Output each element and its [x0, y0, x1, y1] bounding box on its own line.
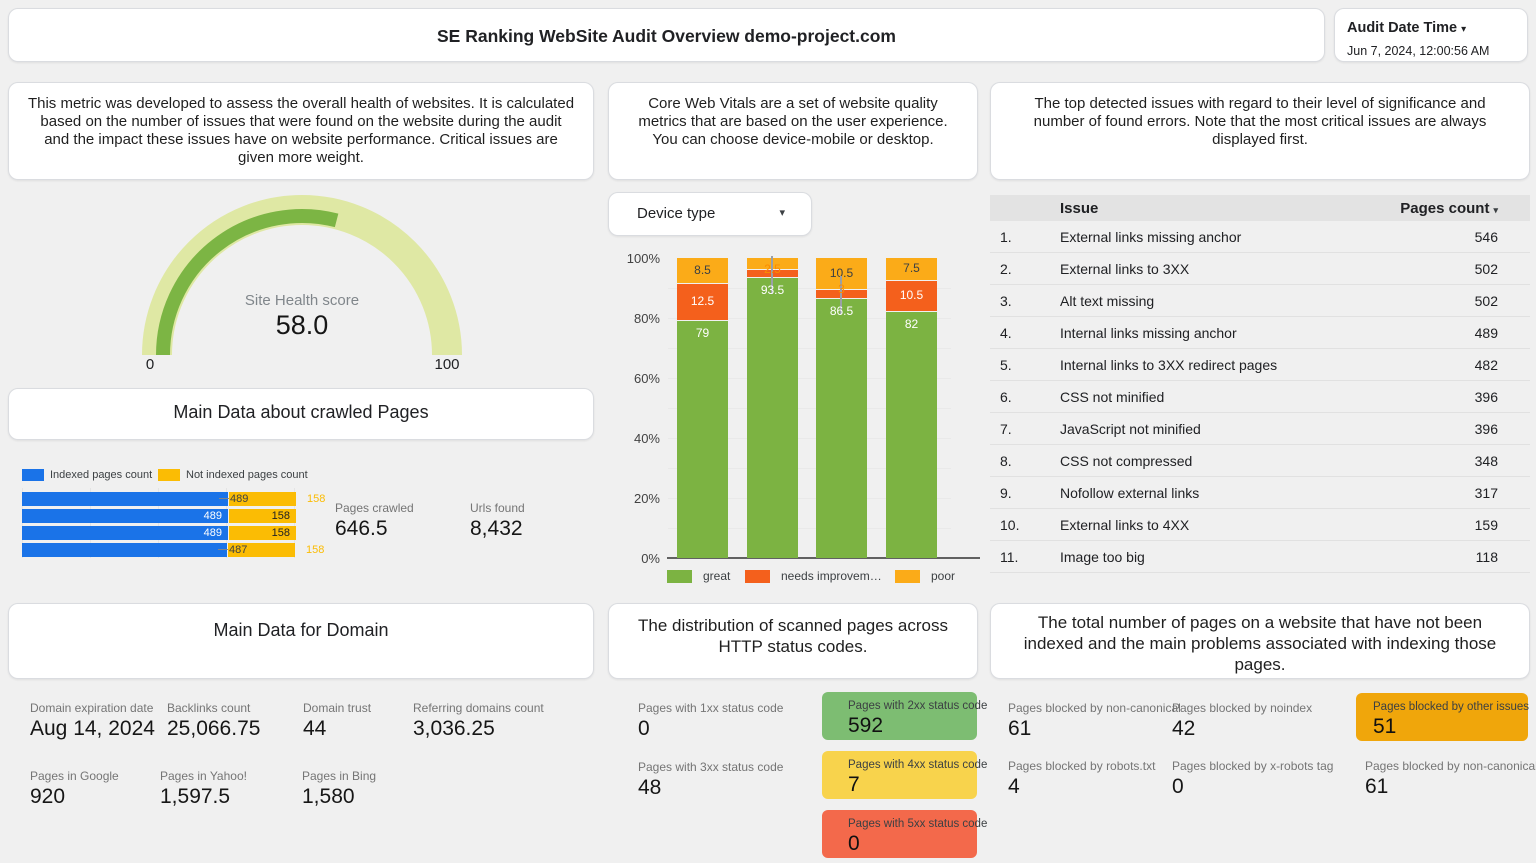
table-row: 4. Internal links missing anchor 489 — [990, 317, 1530, 349]
gauge-value: 58.0 — [275, 310, 329, 340]
sort-desc-icon: ▾ — [1493, 204, 1498, 215]
great-swatch — [667, 569, 692, 583]
chevron-down-icon[interactable]: ▾ — [779, 207, 785, 219]
legend-label: Indexed pages count — [50, 469, 153, 481]
referring-domains-scorecard: Referring domains count 3,036.25 — [413, 701, 544, 740]
top-issues-description-card: The top detected issues with regard to t… — [990, 82, 1530, 180]
legend-item: Indexed pages count — [22, 469, 152, 481]
blocked-other-issues-scorecard: Pages blocked by other issues 51 — [1356, 693, 1529, 741]
indexing-description-card: The total number of pages on a website t… — [990, 603, 1530, 679]
pages-2xx-scorecard: Pages with 2xx status code 592 — [822, 692, 987, 740]
table-row: 2. External links to 3XX 502 — [990, 253, 1530, 285]
top-issues-description: The top detected issues with regard to t… — [1033, 95, 1487, 148]
urls-found-scorecard: Urls found 8,432 — [470, 501, 525, 541]
backlinks-count-scorecard: Backlinks count 25,066.75 — [167, 701, 261, 740]
legend-item-needs-improvement: needs improvem… — [745, 569, 882, 583]
core-web-vitals-chart: great needs improvem… poor 100% 80% 60% 40%… — [608, 245, 980, 590]
table-body: 1. External links missing anchor 546 2. Exte… — [990, 221, 1530, 573]
pages-in-bing-scorecard: Pages in Bing 1,580 — [302, 769, 377, 808]
gauge-value-arc — [156, 209, 339, 356]
legend-label: needs improvem… — [781, 569, 882, 583]
pages-3xx-scorecard: Pages with 3xx status code 48 — [638, 760, 784, 799]
x-axis-line — [667, 557, 980, 559]
table-header-row: Issue Pages count ▾ — [990, 195, 1530, 221]
http-status-title: The distribution of scanned pages across… — [638, 616, 948, 656]
scorecard-value: 8,432 — [470, 517, 523, 540]
chevron-down-icon[interactable]: ▾ — [1461, 24, 1467, 35]
indexed-pages-swatch — [22, 469, 44, 481]
site-health-description-card: This metric was developed to assess the … — [8, 82, 594, 180]
page-title: SE Ranking WebSite Audit Overview demo-p… — [437, 26, 896, 46]
core-web-vitals-description-card: Core Web Vitals are a set of website qua… — [608, 82, 978, 180]
scorecard-value: 646.5 — [335, 517, 388, 540]
device-type-label[interactable]: Device type — [637, 205, 716, 222]
legend-item: Not indexed pages count — [158, 469, 308, 481]
blocked-x-robots-scorecard: Pages blocked by x-robots tag 0 — [1172, 759, 1334, 798]
table-row: 10. External links to 4XX 159 — [990, 509, 1530, 541]
pages-in-google-scorecard: Pages in Google 920 — [30, 769, 119, 808]
gauge-title: Site Health score — [244, 292, 360, 309]
pages-4xx-scorecard: Pages with 4xx status code 7 — [822, 751, 987, 799]
device-type-dropdown[interactable]: Device type ▾ — [608, 192, 812, 236]
pages-crawled-scorecard: Pages crawled 646.5 — [335, 501, 414, 541]
domain-expiration-scorecard: Domain expiration date Aug 14, 2024 — [30, 701, 155, 740]
crawled-pages-legend: Indexed pages count Not indexed pages co… — [22, 469, 442, 483]
blocked-non-canonical-2-scorecard: Pages blocked by non-canonical 61 — [1365, 759, 1536, 798]
domain-trust-scorecard: Domain trust 44 — [303, 701, 372, 740]
blocked-non-canonical-scorecard: Pages blocked by non-canonical 61 — [1008, 701, 1181, 740]
date-filter-label[interactable]: Audit Date Time — [1347, 20, 1458, 36]
crawled-pages-title: Main Data about crawled Pages — [173, 402, 429, 422]
not-indexed-pages-swatch — [158, 469, 180, 481]
table-row: 5. Internal links to 3XX redirect pages 48… — [990, 349, 1530, 381]
scorecard-label: Pages crawled — [335, 501, 414, 515]
domain-title: Main Data for Domain — [213, 620, 389, 640]
date-filter: Audit Date Time ▾ Jun 7, 2024, 12:00:56 A… — [1335, 9, 1527, 58]
table-row: 7. JavaScript not minified 396 — [990, 413, 1530, 445]
table-row: 8. CSS not compressed 348 — [990, 445, 1530, 477]
table-row: 3. Alt text missing 502 — [990, 285, 1530, 317]
header-title-card: SE Ranking WebSite Audit Overview demo-p… — [8, 8, 1325, 62]
gauge-min-label: 0 — [145, 356, 155, 373]
date-filter-value: Jun 7, 2024, 12:00:56 AM — [1347, 44, 1490, 58]
legend-item-great: great — [667, 569, 730, 583]
legend-label: poor — [931, 569, 956, 583]
issue-column-header: Issue — [1060, 199, 1099, 217]
pages-5xx-scorecard: Pages with 5xx status code 0 — [822, 810, 987, 858]
table-row: 9. Nofollow external links 317 — [990, 477, 1530, 509]
core-web-vitals-description: Core Web Vitals are a set of website qua… — [638, 95, 948, 148]
pages-count-column-header[interactable]: Pages count ▾ — [1400, 199, 1498, 217]
site-health-gauge — [142, 195, 462, 356]
gauge-max-label: 100 — [434, 356, 460, 373]
needs-improvement-swatch — [745, 569, 770, 583]
blocked-noindex-scorecard: Pages blocked by noindex 42 — [1172, 701, 1313, 740]
scorecard-label: Urls found — [470, 501, 525, 515]
legend-label: Not indexed pages count — [186, 469, 308, 481]
http-status-title-card: The distribution of scanned pages across… — [608, 603, 978, 679]
legend-label: great — [703, 569, 731, 583]
crawled-pages-title-card: Main Data about crawled Pages — [8, 388, 594, 440]
indexing-description: The total number of pages on a website t… — [1023, 613, 1497, 674]
pages-in-yahoo-scorecard: Pages in Yahoo! 1,597.5 — [160, 769, 247, 808]
table-row: 6. CSS not minified 396 — [990, 381, 1530, 413]
top-issues-table: Issue Pages count ▾ 1. External links miss… — [990, 195, 1530, 573]
pages-1xx-scorecard: Pages with 1xx status code 0 — [638, 701, 784, 740]
crawled-pages-bar-chart: 489 158 489 158 489 158 487 158 — [22, 488, 342, 560]
poor-swatch — [895, 569, 920, 583]
site-health-description: This metric was developed to assess the … — [27, 95, 575, 166]
legend-item-poor: poor — [895, 569, 955, 583]
blocked-robots-txt-scorecard: Pages blocked by robots.txt 4 — [1008, 759, 1156, 798]
table-row: 11. Image too big 118 — [990, 541, 1530, 573]
table-row: 1. External links missing anchor 546 — [990, 221, 1530, 253]
domain-title-card: Main Data for Domain — [8, 603, 594, 679]
date-filter-card[interactable]: Audit Date Time ▾ Jun 7, 2024, 12:00:56 A… — [1334, 8, 1528, 62]
